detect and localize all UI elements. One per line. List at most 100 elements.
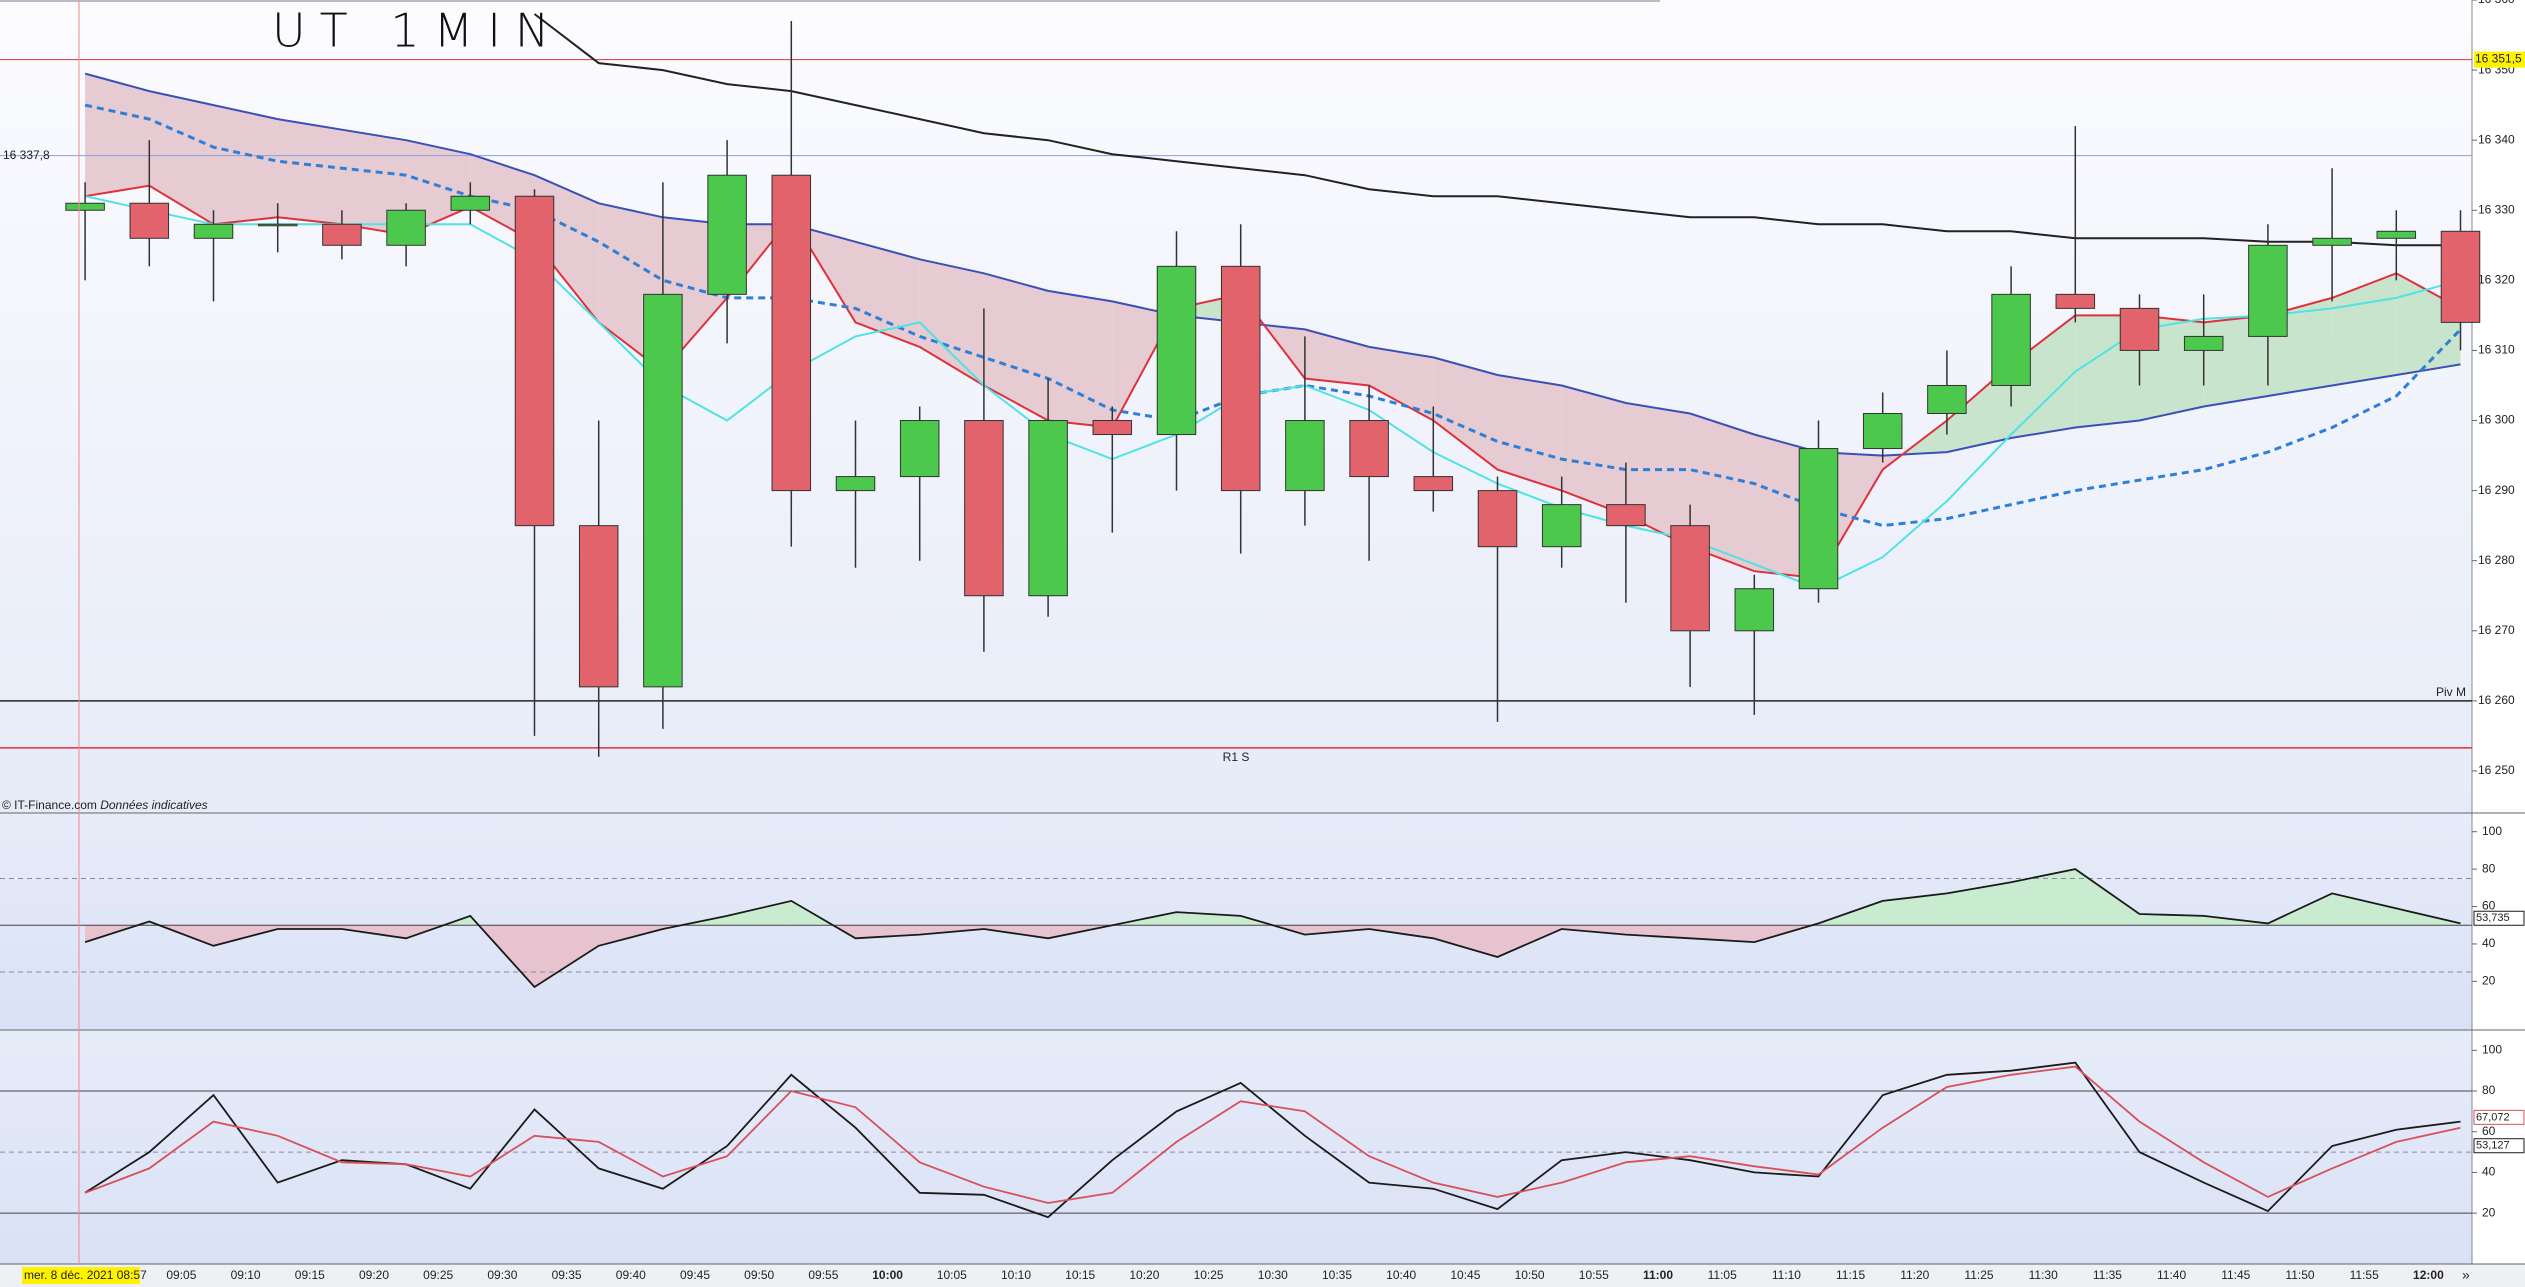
y-tick-label: 16 290 [2478,483,2515,497]
overlay-line [84,184,2461,580]
x-tick-label: 11:45 [2221,1268,2250,1282]
x-tick-label: 10:35 [1322,1268,1352,1282]
y-tick-label: 80 [2482,861,2496,875]
y-tick-label: 16 300 [2478,413,2515,427]
oscillator-fill [2139,914,2204,926]
candle-body [964,420,1004,597]
price-label: 16 351,5 [2475,52,2522,66]
x-tick-label: 10:40 [1386,1268,1416,1282]
candle-body [1798,448,1839,590]
price-label-bg [2474,51,2525,68]
x-tick-label: 10:05 [937,1268,967,1282]
oscillator-fill [1882,893,1947,926]
candle-body [1220,265,1261,492]
candle-body [1477,490,1518,548]
oscillator-fill [1433,925,1498,958]
candle-body [193,223,234,239]
last-value-label: 67,072 [2476,1111,2510,1123]
x-tick-label: 09:35 [552,1268,582,1282]
source-note: Données indicatives [100,798,207,812]
series-line [84,868,2461,989]
x-tick-label: 11:05 [1708,1268,1737,1282]
candle-body [257,223,298,227]
cursor-label: mer. 8 déc. 2021 08:57 [24,1268,147,1282]
y-tick-label: 80 [2482,1083,2496,1097]
x-tick-label: 09:30 [487,1268,517,1282]
cloud-fill [1497,374,1562,491]
price-label: 16 337,8 [3,148,50,162]
last-value-box [2473,910,2525,926]
last-value-label: 53,127 [2476,1140,2510,1152]
candle-body [771,174,812,492]
candle-body [643,293,683,688]
candle-body [1028,420,1068,597]
cloud-fill [85,73,150,197]
candle-body [2055,293,2096,309]
candle-body [1156,265,1197,436]
candle-body [2183,335,2224,351]
x-tick-label: 11:00 [1643,1268,1673,1282]
oscillator-fill [919,925,984,935]
y-tick-label: 100 [2482,1043,2502,1057]
series-line [84,1061,2461,1219]
x-tick-label: 11:35 [2093,1268,2122,1282]
candle-body [578,525,619,688]
y-tick-label: 40 [2482,1165,2496,1179]
x-tick-label: 11:30 [2029,1268,2058,1282]
y-tick-label: 16 260 [2478,693,2515,707]
x-tick-label: 09:45 [680,1268,710,1282]
candle-body [2440,230,2481,323]
candle-body [514,195,555,527]
candle-body [2248,244,2288,337]
cloud-fill [149,91,214,225]
scroll-button[interactable]: » [2462,1267,2470,1283]
oscillator-fill [1369,925,1434,939]
oscillator-fill [341,925,407,939]
cloud-fill [1561,385,1626,516]
x-tick-label: 10:15 [1065,1268,1095,1282]
oscillator-fill [2011,869,2076,926]
x-tick-label: 10:45 [1450,1268,1480,1282]
series-line [84,1065,2461,1204]
candle-body [1670,525,1710,632]
oscillator-fill [727,900,792,926]
y-tick-label: 16 340 [2478,132,2515,146]
annotation: UT 1MIN [272,4,563,58]
y-tick-label: 16 250 [2478,763,2515,777]
candle-body [2119,307,2160,351]
oscillator-fill [2332,893,2397,926]
price-axis-bg [2472,0,2525,1264]
cursor-label-bg [22,1267,140,1284]
x-tick-label: 10:30 [1258,1268,1288,1282]
cloud-fill [2396,273,2461,375]
x-tick-label: 10:25 [1194,1268,1224,1282]
x-tick-label: 12:00 [2413,1268,2444,1282]
x-tick-label: 10:00 [872,1268,903,1282]
source: © IT-Finance.com Données indicatives [2,798,208,812]
cloud-fill [1048,290,1113,428]
candle-body [2376,230,2417,239]
y-tick-label: 16 270 [2478,623,2515,637]
x-tick-label: 11:55 [2350,1268,2379,1282]
oscillator-fill [1561,925,1626,935]
oscillator-fill [1690,925,1755,943]
candle-body [129,202,170,239]
x-tick-label: 10:20 [1129,1268,1159,1282]
candle-body [450,195,491,211]
x-tick-label: 09:15 [295,1268,325,1282]
y-tick-label: 16 280 [2478,553,2515,567]
time-axis-bg [0,1264,2525,1287]
x-tick-label: 10:10 [1001,1268,1031,1282]
x-tick-label: 11:10 [1772,1268,1801,1282]
cloud-fill [983,273,1049,421]
y-tick-label: 16 330 [2478,202,2515,216]
candle-body [1285,420,1325,492]
candle-body [1927,384,1967,415]
y-tick-label: 16 360 [2478,0,2515,6]
x-tick-label: 10:50 [1515,1268,1545,1282]
candle-body [1862,413,1903,450]
x-tick-label: 11:20 [1900,1268,1929,1282]
x-tick-label: 11:25 [1964,1268,1993,1282]
overlay-line [84,195,2461,590]
last-value-box [2473,1109,2525,1125]
